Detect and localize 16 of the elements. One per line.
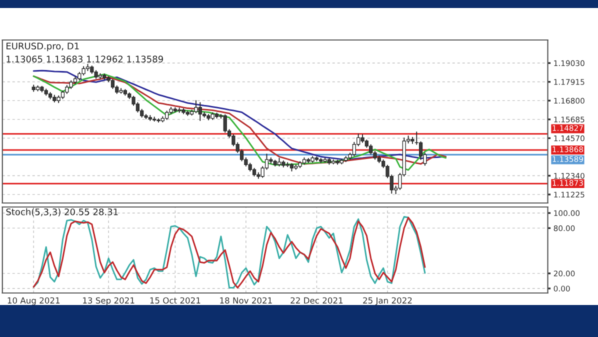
candlestick — [223, 114, 227, 133]
x-tick-label: 13 Sep 2021 — [83, 297, 134, 306]
x-tick-label: 22 Dec 2021 — [290, 297, 343, 304]
x-tick-label: 10 Aug 2021 — [8, 297, 60, 306]
candlestick — [194, 100, 198, 114]
candlestick — [352, 142, 356, 156]
candlestick — [110, 78, 115, 89]
x-tick-label: 18 Nov 2021 — [220, 297, 272, 304]
chart-title: Stoch(5,3,3) 20.55 28.31 — [6, 208, 118, 216]
candlestick — [369, 144, 373, 155]
chart-title: EURUSD.pro, D1 — [6, 42, 79, 52]
text: 1.13065 1.13683 1.12962 1.13589 — [6, 56, 163, 62]
x-tick-label: 15 Oct 2021 — [150, 297, 200, 304]
candlestick — [198, 102, 202, 121]
candlestick — [418, 141, 423, 160]
x-tick-label: 25 Jan 2022 — [363, 297, 412, 306]
